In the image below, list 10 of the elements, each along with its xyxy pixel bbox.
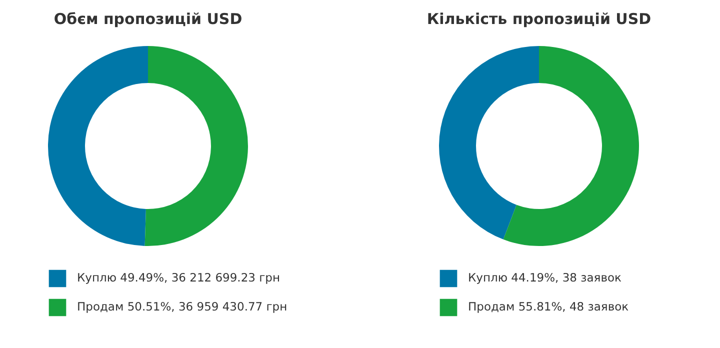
chart-title: Кількість пропозицій USD xyxy=(426,10,651,28)
legend-label: Продам 55.81%, 48 заявок xyxy=(468,300,628,314)
chart-title: Обєм пропозицій USD xyxy=(53,10,242,28)
donut-slice xyxy=(48,46,148,246)
legend-label: Куплю 44.19%, 38 заявок xyxy=(468,270,622,284)
donut-slice xyxy=(502,46,638,246)
legend-label: Куплю 49.49%, 36 212 699.23 грн xyxy=(76,270,280,284)
legend-label: Продам 50.51%, 36 959 430.77 грн xyxy=(76,300,287,314)
donut-slice xyxy=(144,46,248,246)
donut-slice xyxy=(438,46,538,240)
